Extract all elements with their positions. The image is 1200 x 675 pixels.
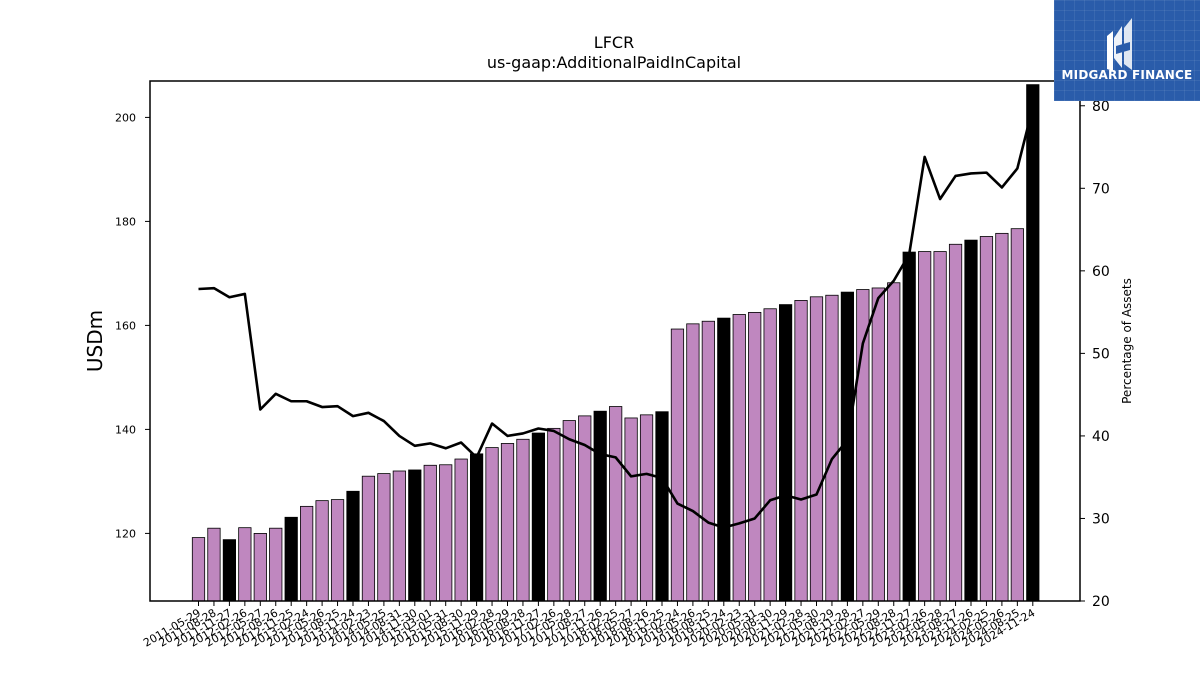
y2-tick-label: 30: [1092, 511, 1110, 527]
bar: [315, 500, 329, 602]
y2-axis-label: Percentage of Assets: [1120, 278, 1134, 404]
bar: [979, 236, 994, 602]
y-axis-label: USDm: [83, 310, 107, 372]
bar: [531, 432, 546, 602]
bar: [191, 537, 206, 602]
logo-text: MIDGARD FINANCE: [1061, 68, 1193, 82]
y2-tick-label: 80: [1092, 99, 1110, 115]
bar: [238, 527, 252, 602]
bar: [423, 464, 437, 602]
bar: [547, 427, 561, 602]
bar: [485, 447, 499, 602]
y2-tick-label: 60: [1092, 264, 1110, 280]
bar: [871, 287, 885, 602]
chart-title: LFCR: [594, 33, 634, 52]
y-tick-label: 180: [115, 215, 136, 228]
bar: [809, 296, 824, 602]
y-tick-label: 200: [115, 111, 136, 124]
bar: [500, 443, 515, 602]
bar: [222, 539, 236, 602]
series-line: [198, 107, 1035, 529]
bar: [330, 499, 345, 602]
bar: [964, 239, 978, 602]
bar: [269, 527, 283, 602]
bar: [516, 438, 530, 602]
y-tick-label: 160: [115, 319, 136, 332]
bar: [748, 311, 762, 602]
bar: [639, 414, 654, 602]
bar: [284, 516, 298, 602]
bar: [300, 505, 314, 602]
bar: [253, 533, 267, 602]
bar: [207, 527, 221, 602]
bar: [454, 458, 468, 602]
bar: [624, 417, 638, 602]
chart-subtitle: us-gaap:AdditionalPaidInCapital: [487, 53, 741, 72]
bar: [686, 323, 700, 602]
left-axis: 120 140 160 180 200: [115, 111, 150, 540]
logo-mark-icon: [1107, 18, 1132, 71]
bar: [825, 294, 839, 602]
brand-logo: MIDGARD FINANCE: [1054, 0, 1200, 101]
y2-tick-label: 20: [1092, 594, 1110, 610]
bar: [562, 420, 576, 602]
bar: [1026, 84, 1040, 602]
bar: [763, 308, 777, 602]
bar: [948, 243, 963, 602]
x-axis: 2011-05-292011-08-282011-11-272012-02-26…: [141, 601, 1037, 650]
bar: [918, 251, 932, 602]
bar: [408, 469, 422, 602]
y-tick-label: 140: [115, 423, 136, 436]
right-axis: 20 30 40 50 60 70 80: [1080, 99, 1110, 610]
bar: [439, 464, 453, 602]
bar: [933, 251, 947, 602]
bar: [732, 314, 746, 602]
bar: [794, 300, 808, 602]
y-tick-label: 120: [115, 527, 136, 540]
bar: [361, 475, 376, 602]
y2-tick-label: 40: [1092, 429, 1110, 445]
bar: [593, 410, 607, 602]
bar: [701, 320, 715, 602]
line-group: [198, 107, 1035, 529]
bar: [469, 453, 484, 602]
bar-group: [191, 84, 1040, 602]
bar: [670, 328, 685, 602]
bar: [609, 406, 623, 602]
y2-tick-label: 50: [1092, 346, 1110, 362]
bar: [655, 411, 669, 602]
bar: [392, 470, 406, 602]
bar: [779, 304, 793, 602]
bar: [995, 232, 1009, 602]
bar: [887, 282, 901, 602]
bar: [717, 317, 731, 602]
bar: [346, 490, 360, 602]
bar: [377, 473, 391, 602]
y2-tick-label: 70: [1092, 181, 1110, 197]
bar: [856, 289, 870, 602]
plot-frame: [149, 80, 1081, 602]
bar: [902, 251, 916, 602]
bar: [1010, 228, 1024, 602]
